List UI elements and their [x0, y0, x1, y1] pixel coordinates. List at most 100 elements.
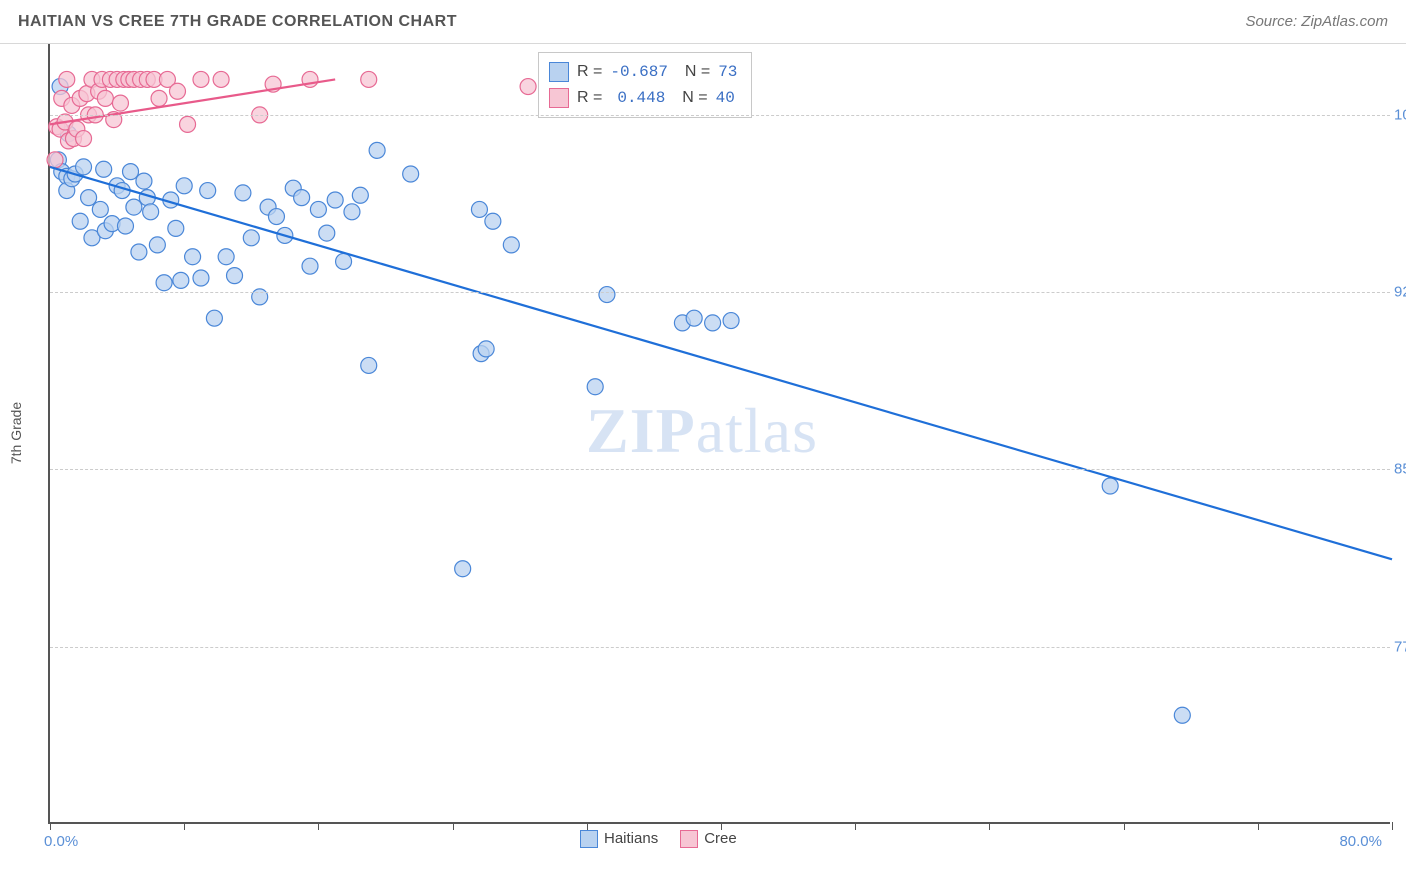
- data-point: [169, 83, 185, 99]
- data-point: [294, 190, 310, 206]
- data-point: [136, 173, 152, 189]
- data-point: [218, 249, 234, 265]
- data-point: [143, 204, 159, 220]
- data-point: [151, 90, 167, 106]
- data-point: [97, 90, 113, 106]
- data-point: [1174, 707, 1190, 723]
- data-point: [336, 253, 352, 269]
- data-point: [723, 313, 739, 329]
- data-point: [471, 201, 487, 217]
- data-point: [76, 159, 92, 175]
- data-point: [344, 204, 360, 220]
- data-point: [403, 166, 419, 182]
- data-point: [227, 268, 243, 284]
- legend-swatch-icon: [680, 830, 698, 848]
- data-point: [173, 272, 189, 288]
- data-point: [520, 79, 536, 95]
- data-point: [361, 357, 377, 373]
- stats-row-haitians: R = -0.687 N = 73: [549, 59, 737, 85]
- data-point: [200, 183, 216, 199]
- trend-line: [50, 167, 1392, 559]
- data-point: [168, 220, 184, 236]
- data-point: [117, 218, 133, 234]
- y-tick-label: 77.5%: [1394, 638, 1406, 655]
- data-point: [235, 185, 251, 201]
- legend-swatch-haitians: [549, 62, 569, 82]
- legend-item-cree: Cree: [680, 830, 737, 848]
- chart-header: HAITIAN VS CREE 7TH GRADE CORRELATION CH…: [0, 0, 1406, 44]
- y-tick-label: 100.0%: [1394, 106, 1406, 123]
- data-point: [72, 213, 88, 229]
- data-point: [76, 131, 92, 147]
- y-axis-label: 7th Grade: [8, 402, 24, 464]
- x-tick: [453, 822, 454, 830]
- data-point: [599, 287, 615, 303]
- data-point: [193, 71, 209, 87]
- series-legend: Haitians Cree: [580, 830, 737, 848]
- data-point: [131, 244, 147, 260]
- data-point: [327, 192, 343, 208]
- data-point: [503, 237, 519, 253]
- x-max-label: 80.0%: [1339, 833, 1382, 850]
- data-point: [587, 379, 603, 395]
- data-point: [92, 201, 108, 217]
- x-tick: [721, 822, 722, 830]
- chart-title: HAITIAN VS CREE 7TH GRADE CORRELATION CH…: [18, 13, 457, 31]
- data-point: [478, 341, 494, 357]
- data-point: [302, 258, 318, 274]
- plot-area: 7th Grade ZIPatlas R = -0.687 N = 73 R =…: [48, 44, 1390, 824]
- x-tick: [184, 822, 185, 830]
- data-point: [180, 116, 196, 132]
- data-point: [1102, 478, 1118, 494]
- data-point: [455, 561, 471, 577]
- data-point: [369, 142, 385, 158]
- x-tick: [1124, 822, 1125, 830]
- legend-swatch-cree: [549, 88, 569, 108]
- data-point: [213, 71, 229, 87]
- data-point: [352, 187, 368, 203]
- data-point: [81, 190, 97, 206]
- x-tick: [587, 822, 588, 830]
- data-point: [123, 164, 139, 180]
- r-value-haitians: -0.687: [610, 63, 668, 81]
- data-point: [47, 152, 63, 168]
- x-tick: [855, 822, 856, 830]
- data-point: [705, 315, 721, 331]
- gridline: [50, 292, 1390, 293]
- x-tick: [50, 822, 51, 830]
- stats-legend: R = -0.687 N = 73 R = 0.448 N = 40: [538, 52, 752, 118]
- data-point: [59, 71, 75, 87]
- x-tick: [1258, 822, 1259, 830]
- data-point: [686, 310, 702, 326]
- x-tick: [989, 822, 990, 830]
- data-point: [485, 213, 501, 229]
- gridline: [50, 647, 1390, 648]
- y-tick-label: 85.0%: [1394, 461, 1406, 478]
- legend-swatch-icon: [580, 830, 598, 848]
- data-point: [185, 249, 201, 265]
- data-point: [112, 95, 128, 111]
- chart-source: Source: ZipAtlas.com: [1245, 13, 1388, 30]
- r-value-cree: 0.448: [610, 89, 665, 107]
- data-point: [96, 161, 112, 177]
- data-point: [206, 310, 222, 326]
- gridline: [50, 469, 1390, 470]
- n-value-cree: 40: [716, 89, 735, 107]
- data-point: [126, 199, 142, 215]
- n-value-haitians: 73: [718, 63, 737, 81]
- data-point: [193, 270, 209, 286]
- data-point: [243, 230, 259, 246]
- legend-item-haitians: Haitians: [580, 830, 658, 848]
- data-point: [319, 225, 335, 241]
- chart-svg: [50, 44, 1390, 822]
- data-point: [149, 237, 165, 253]
- x-tick: [318, 822, 319, 830]
- stats-row-cree: R = 0.448 N = 40: [549, 85, 737, 111]
- y-tick-label: 92.5%: [1394, 284, 1406, 301]
- gridline: [50, 115, 1390, 116]
- data-point: [176, 178, 192, 194]
- data-point: [156, 275, 172, 291]
- data-point: [361, 71, 377, 87]
- data-point: [310, 201, 326, 217]
- data-point: [268, 209, 284, 225]
